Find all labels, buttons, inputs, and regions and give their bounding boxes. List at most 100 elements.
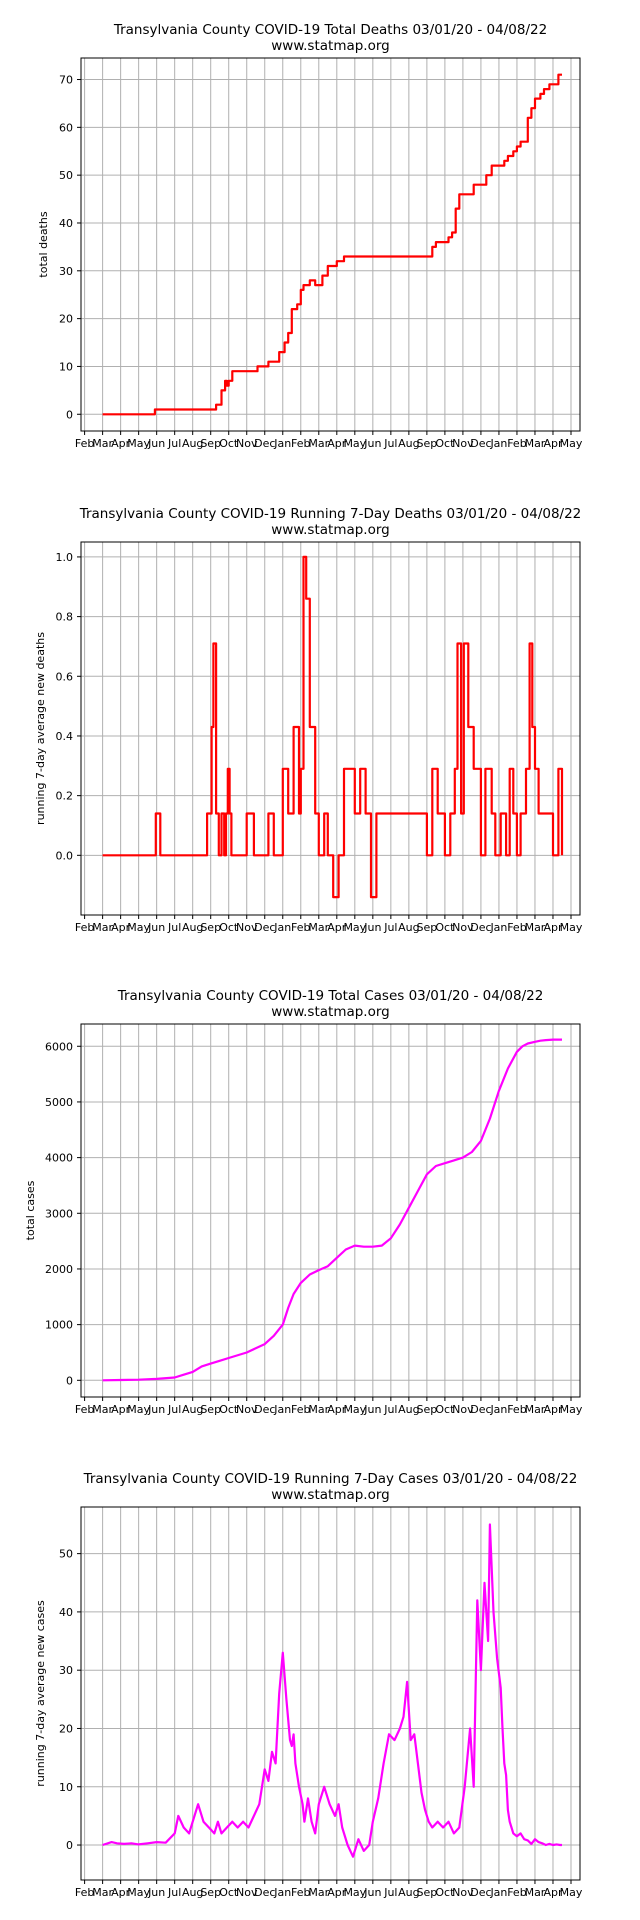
x-tick-label: Mar	[525, 921, 546, 934]
y-tick-label: 20	[59, 1722, 73, 1735]
x-tick-label: Sep	[200, 437, 221, 450]
x-tick-label: Dec	[254, 921, 275, 934]
x-tick-label: Dec	[470, 1886, 491, 1899]
x-tick-label: Feb	[507, 921, 526, 934]
x-tick-label: Oct	[435, 1403, 455, 1416]
y-tick-label: 10	[59, 1781, 73, 1794]
plot-frame	[80, 1023, 581, 1398]
x-tick-label: Nov	[452, 1403, 474, 1416]
y-tick-label: 40	[59, 1606, 73, 1619]
x-tick-label: Jul	[383, 1403, 397, 1416]
x-tick-label: Jan	[489, 437, 507, 450]
x-tick-label: Aug	[182, 921, 203, 934]
x-tick-label: Apr	[543, 437, 563, 450]
x-tick-label: Jan	[273, 1403, 291, 1416]
x-tick-label: Feb	[75, 1403, 94, 1416]
x-tick-label: Sep	[200, 1403, 221, 1416]
x-tick-label: Oct	[219, 437, 239, 450]
x-tick-label: Jun	[363, 437, 381, 450]
x-tick-label: Feb	[291, 1886, 310, 1899]
x-tick-label: Aug	[182, 1403, 203, 1416]
x-tick-label: Jun	[147, 437, 165, 450]
x-tick-label: Sep	[417, 1403, 438, 1416]
chart-title: Transylvania County COVID-19 Total Death…	[113, 22, 547, 38]
x-tick-label: Apr	[111, 921, 131, 934]
y-tick-label: 1000	[45, 1319, 73, 1332]
x-tick-label: Mar	[308, 1403, 329, 1416]
x-tick-label: Jul	[383, 921, 397, 934]
y-tick-label: 0.6	[56, 670, 74, 683]
y-tick-label: 4000	[45, 1152, 73, 1165]
chart-subtitle: www.statmap.org	[271, 38, 390, 54]
x-tick-label: May	[560, 437, 583, 450]
x-tick-label: Aug	[398, 1886, 419, 1899]
chart-1: Transylvania County COVID-19 Total Death…	[37, 22, 583, 450]
y-tick-label: 5000	[45, 1096, 73, 1109]
x-tick-label: Dec	[470, 921, 491, 934]
x-tick-label: Dec	[254, 1886, 275, 1899]
series-line-1	[102, 1038, 562, 1382]
x-tick-label: Jul	[167, 921, 181, 934]
series-line-1	[102, 1523, 562, 1858]
x-tick-label: Feb	[291, 1403, 310, 1416]
x-tick-label: Nov	[452, 1886, 474, 1899]
x-tick-label: May	[560, 1886, 583, 1899]
x-tick-label: Jan	[273, 1886, 291, 1899]
y-tick-label: 0	[66, 1374, 73, 1387]
x-tick-label: Feb	[507, 437, 526, 450]
x-tick-label: May	[560, 1403, 583, 1416]
x-tick-label: Mar	[525, 437, 546, 450]
chart-4: Transylvania County COVID-19 Running 7-D…	[34, 1471, 583, 1899]
x-tick-label: Jan	[273, 437, 291, 450]
x-tick-label: May	[127, 1886, 150, 1899]
x-tick-label: May	[343, 921, 366, 934]
y-tick-label: 0.8	[56, 611, 74, 624]
x-tick-label: Jan	[489, 921, 507, 934]
x-tick-label: Sep	[417, 1886, 438, 1899]
x-tick-label: May	[127, 921, 150, 934]
x-tick-label: Apr	[543, 1886, 563, 1899]
x-tick-label: Aug	[182, 437, 203, 450]
x-tick-label: Mar	[92, 921, 113, 934]
x-tick-label: Jul	[167, 1403, 181, 1416]
x-tick-label: Apr	[543, 921, 563, 934]
x-tick-label: Jun	[147, 1403, 165, 1416]
x-tick-label: Jun	[147, 921, 165, 934]
x-tick-label: Aug	[398, 921, 419, 934]
y-axis-label: total cases	[24, 1180, 37, 1240]
y-tick-label: 0.2	[56, 790, 74, 803]
x-tick-label: May	[343, 1886, 366, 1899]
x-tick-label: Jul	[167, 1886, 181, 1899]
series-line-1	[102, 73, 562, 416]
chart-title: Transylvania County COVID-19 Total Cases…	[117, 988, 544, 1004]
x-tick-label: Feb	[507, 1403, 526, 1416]
x-tick-label: Apr	[327, 1886, 347, 1899]
x-tick-label: Sep	[200, 1886, 221, 1899]
x-tick-label: Nov	[236, 1403, 258, 1416]
x-tick-label: Apr	[543, 1403, 563, 1416]
x-tick-label: Feb	[75, 1886, 94, 1899]
x-tick-label: May	[343, 1403, 366, 1416]
y-tick-label: 30	[59, 1664, 73, 1677]
x-tick-label: Mar	[92, 437, 113, 450]
x-tick-label: May	[343, 437, 366, 450]
y-tick-label: 2000	[45, 1263, 73, 1276]
x-tick-label: Apr	[111, 1403, 131, 1416]
x-tick-label: Jun	[363, 1886, 381, 1899]
x-tick-label: Sep	[417, 437, 438, 450]
x-tick-label: Apr	[327, 437, 347, 450]
x-tick-label: Aug	[398, 1403, 419, 1416]
plot-frame	[80, 1506, 581, 1881]
x-tick-label: Mar	[92, 1403, 113, 1416]
x-tick-label: Oct	[219, 1886, 239, 1899]
x-tick-label: Sep	[417, 921, 438, 934]
x-tick-label: Nov	[236, 921, 258, 934]
y-axis-label: total deaths	[37, 211, 50, 277]
x-tick-label: Dec	[254, 437, 275, 450]
plot-frame	[80, 541, 581, 916]
y-tick-label: 50	[59, 169, 73, 182]
y-tick-label: 40	[59, 217, 73, 230]
x-tick-label: Apr	[327, 921, 347, 934]
